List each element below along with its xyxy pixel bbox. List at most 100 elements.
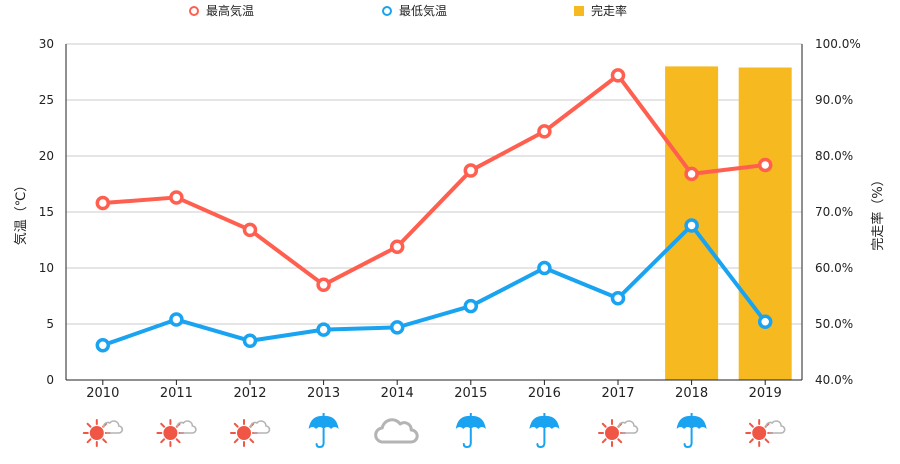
small-cloud	[176, 420, 197, 434]
sun-ray	[601, 438, 607, 444]
y-right-tick-label: 80.0%	[815, 149, 853, 163]
point-high-2017	[610, 68, 626, 83]
x-tick-label: 2012	[233, 386, 266, 401]
sun-ray	[86, 438, 92, 444]
legend-swatch-low	[382, 6, 392, 16]
sun-ray	[764, 438, 770, 444]
sun-cloud-icon	[156, 419, 197, 447]
x-tick-label: 2011	[160, 386, 193, 401]
legend-label-low: 最低気温	[399, 3, 447, 18]
sun-ray	[749, 438, 754, 444]
y-right-tick-label: 40.0%	[815, 373, 853, 387]
line-series-low	[95, 218, 773, 353]
legend-item-low: 最低気温	[382, 3, 447, 18]
umbrella-icon	[529, 413, 560, 449]
y-left-tick-label: 0	[46, 373, 54, 387]
legend-swatch-rate	[574, 6, 584, 16]
sun-disc	[237, 426, 251, 440]
x-tick-label: 2018	[675, 386, 708, 401]
legend-label-high: 最高気温	[206, 3, 254, 18]
y-left-tick-label: 10	[39, 261, 54, 275]
umbrella-canopy	[308, 415, 339, 429]
sun-ray	[749, 422, 754, 428]
bar-rate-2019	[738, 67, 792, 381]
legend-label-rate: 完走率	[591, 3, 627, 18]
umbrella-handle	[315, 428, 325, 449]
umbrella-canopy	[529, 415, 560, 429]
x-tick-label: 2010	[86, 386, 119, 401]
cloud-icon	[374, 418, 419, 444]
y-right-tick-label: 100.0%	[815, 37, 861, 51]
sun-ray	[233, 438, 239, 444]
point-low-2014	[389, 320, 405, 335]
y-axis-left-ticks: 0 5 10 15 20 25 30	[39, 37, 54, 387]
sun-disc	[605, 426, 619, 440]
point-low-2016	[537, 260, 552, 276]
point-high-2015	[463, 163, 479, 178]
legend-swatch-high	[189, 6, 199, 16]
series-line-high	[102, 73, 766, 287]
sun-ray	[160, 422, 166, 428]
x-axis-ticks: 2010 2011 2012 2013 2014 2015 2016 2017 2018 2019	[86, 380, 782, 401]
point-low-2013	[316, 322, 331, 337]
x-tick-label: 2016	[528, 386, 561, 401]
umbrella-icon	[676, 413, 707, 449]
y-left-tick-label: 15	[39, 205, 54, 219]
point-low-2018	[684, 218, 699, 233]
point-low-2015	[463, 298, 479, 314]
y-axis-right-ticks: 40.0% 50.0% 60.0% 70.0% 80.0% 90.0% 100.0%	[815, 37, 861, 387]
point-high-2018	[684, 166, 699, 182]
point-high-2014	[389, 239, 405, 254]
sun-cloud-icon	[598, 419, 639, 447]
sun-ray	[86, 422, 92, 428]
sun-ray	[160, 438, 166, 444]
series-line-low	[102, 223, 767, 348]
y-left-tick-label: 20	[39, 149, 54, 163]
point-high-2012	[242, 222, 258, 238]
sun-cloud-icon	[82, 419, 124, 447]
umbrella-handle	[536, 428, 546, 449]
small-cloud	[618, 420, 639, 434]
umbrella-handle	[462, 428, 472, 449]
y-right-tick-label: 60.0%	[815, 261, 853, 275]
point-low-2010	[95, 338, 111, 353]
umbrella-icon	[455, 413, 486, 449]
sun-disc	[163, 426, 178, 440]
y-axis-left-title: 気温（℃）	[13, 179, 29, 246]
point-high-2013	[316, 277, 331, 293]
y-right-tick-label: 90.0%	[815, 93, 853, 107]
sun-ray	[233, 422, 239, 428]
legend: 最高気温 最低気温 完走率	[189, 3, 627, 18]
y-right-tick-label: 70.0%	[815, 205, 853, 219]
sun-ray	[249, 438, 255, 444]
sun-disc	[89, 426, 104, 440]
bar-series-rate	[665, 66, 792, 381]
x-tick-label: 2013	[307, 386, 340, 401]
umbrella-handle	[683, 428, 693, 449]
x-tick-label: 2019	[749, 386, 782, 401]
umbrella-canopy	[455, 415, 486, 429]
sun-cloud-icon	[745, 419, 786, 447]
umbrella-canopy	[676, 415, 707, 429]
y-right-tick-label: 50.0%	[815, 317, 853, 331]
sun-ray	[601, 422, 607, 428]
point-low-2011	[169, 312, 184, 327]
point-high-2016	[537, 124, 552, 139]
y-left-tick-label: 5	[46, 317, 54, 331]
point-high-2011	[169, 190, 184, 205]
point-low-2012	[242, 333, 258, 349]
point-high-2019	[757, 157, 773, 173]
point-low-2019	[757, 314, 773, 330]
legend-item-rate: 完走率	[574, 3, 627, 18]
umbrella-icon	[308, 413, 339, 449]
point-low-2017	[610, 290, 626, 306]
sun-ray	[102, 438, 107, 444]
y-left-tick-label: 25	[39, 93, 54, 107]
small-cloud	[102, 420, 124, 434]
sun-ray	[175, 438, 181, 444]
x-tick-label: 2017	[601, 386, 634, 401]
sun-ray	[617, 438, 623, 444]
x-tick-label: 2014	[381, 386, 414, 401]
